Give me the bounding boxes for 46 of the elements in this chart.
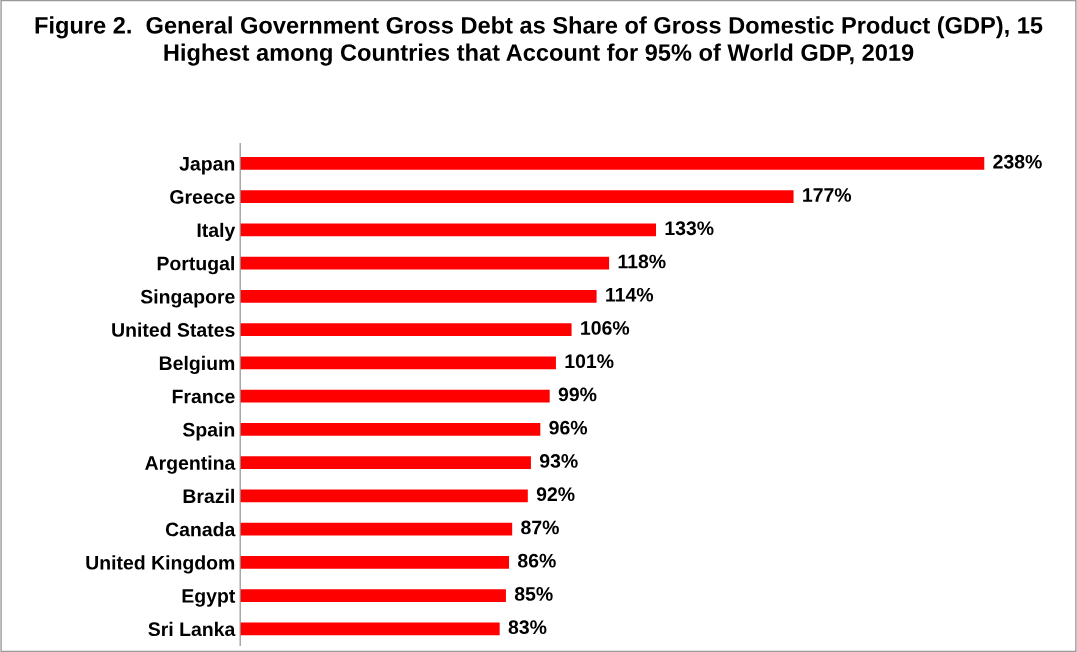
bar xyxy=(240,489,528,503)
data-label: 106% xyxy=(581,321,630,335)
y-tick-label: France xyxy=(172,389,235,404)
y-tick-label: Egypt xyxy=(182,589,236,607)
data-label: 118% xyxy=(618,254,666,269)
y-tick-label: Brazil xyxy=(183,488,234,504)
y-tick-label: Belgium xyxy=(159,355,235,375)
bar xyxy=(240,157,985,170)
data-label: 92% xyxy=(536,487,575,502)
bar xyxy=(240,589,506,602)
y-tick-label: Spain xyxy=(182,422,235,441)
y-tick-label: Portugal xyxy=(157,256,234,275)
chart-title: Figure 2. General Government Gross Debt as Share of Gross Domestic Product (GDP), 15 Highest among Countries that Account for 95% of World GDP, 2019 xyxy=(35,16,1043,66)
y-tick-label: United States xyxy=(112,322,235,337)
y-tick-label: Singapore xyxy=(140,289,235,308)
y-tick-label: United Kingdom xyxy=(86,555,235,574)
y-tick-label: Japan xyxy=(179,157,235,175)
data-label: 133% xyxy=(665,221,714,236)
bar xyxy=(240,456,531,469)
bar xyxy=(240,256,610,270)
y-tick-label: Sri Lanka xyxy=(148,621,236,637)
bar xyxy=(240,556,510,569)
bar xyxy=(240,223,656,237)
bar xyxy=(240,323,572,336)
bar xyxy=(240,356,556,370)
data-label: 83% xyxy=(508,620,547,635)
y-tick-label: Italy xyxy=(197,222,236,241)
bar xyxy=(240,423,541,436)
data-label: 87% xyxy=(521,520,559,535)
bar xyxy=(240,290,597,303)
bar xyxy=(240,522,513,536)
bar xyxy=(240,389,550,403)
bar xyxy=(240,622,500,636)
data-label: 99% xyxy=(558,387,597,402)
data-label: 85% xyxy=(514,587,553,601)
data-label: 177% xyxy=(803,188,852,202)
y-tick-label: Greece xyxy=(170,190,235,204)
data-label: 238% xyxy=(993,154,1042,169)
y-tick-label: Argentina xyxy=(145,455,236,474)
data-label: 93% xyxy=(539,454,578,468)
data-label: 101% xyxy=(565,354,614,369)
y-tick-label: Canada xyxy=(165,522,236,537)
data-label: 86% xyxy=(518,553,556,568)
data-label: 114% xyxy=(606,287,654,302)
bar xyxy=(240,190,794,203)
data-label: 96% xyxy=(549,420,588,435)
